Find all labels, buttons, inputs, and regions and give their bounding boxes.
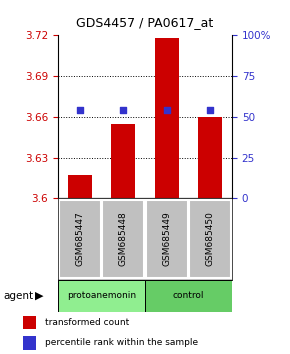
Bar: [189, 200, 231, 278]
Bar: [198, 117, 222, 198]
Text: GSM685450: GSM685450: [206, 211, 215, 267]
Text: protoanemonin: protoanemonin: [67, 291, 136, 300]
Bar: [102, 200, 144, 278]
Bar: [145, 280, 232, 312]
Text: transformed count: transformed count: [45, 318, 129, 327]
Text: GSM685448: GSM685448: [119, 212, 128, 266]
Point: [164, 107, 169, 113]
Text: control: control: [173, 291, 204, 300]
Point: [208, 107, 213, 113]
Text: agent: agent: [3, 291, 33, 301]
Point: [77, 107, 82, 113]
Bar: [155, 38, 179, 198]
Text: GSM685447: GSM685447: [75, 212, 84, 266]
Bar: [23, 316, 36, 329]
Bar: [111, 124, 135, 198]
Text: percentile rank within the sample: percentile rank within the sample: [45, 338, 198, 348]
Text: ▶: ▶: [35, 291, 44, 301]
Bar: [58, 280, 145, 312]
Point: [121, 107, 126, 113]
Bar: [68, 175, 92, 198]
Text: GSM685449: GSM685449: [162, 212, 171, 266]
Text: GDS4457 / PA0617_at: GDS4457 / PA0617_at: [76, 16, 214, 29]
Bar: [146, 200, 188, 278]
Bar: [23, 336, 36, 350]
Bar: [59, 200, 101, 278]
